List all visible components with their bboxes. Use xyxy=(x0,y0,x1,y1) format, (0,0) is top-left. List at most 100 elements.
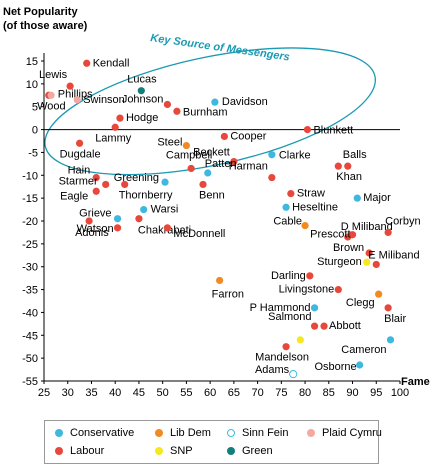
data-point xyxy=(111,123,119,131)
point-label: Eagle xyxy=(60,190,88,202)
x-tick-label: 85 xyxy=(323,387,335,399)
point-label: Warsi xyxy=(151,204,179,216)
x-tick-label: 40 xyxy=(109,387,121,399)
data-point xyxy=(102,180,110,189)
x-tick-label: 80 xyxy=(299,387,311,399)
y-tick-label: -30 xyxy=(22,262,38,274)
data-point xyxy=(334,285,342,294)
x-tick-label: 25 xyxy=(38,387,50,399)
point-label: Adonis xyxy=(75,227,109,239)
x-tick-label: 30 xyxy=(62,387,74,399)
point-label: Johnson xyxy=(122,93,164,105)
point-label: Chakrabati xyxy=(138,225,191,237)
data-point xyxy=(287,189,295,198)
data-point xyxy=(282,343,290,351)
data-point xyxy=(173,107,181,115)
legend-marker xyxy=(307,429,315,437)
legend-item: Sinn Fein xyxy=(227,427,288,439)
data-point xyxy=(363,258,371,266)
legend-label: Plaid Cymru xyxy=(322,427,382,439)
data-point xyxy=(310,304,319,312)
legend-label: Sinn Fein xyxy=(242,427,289,439)
point-label: Thornberry xyxy=(119,189,173,201)
point-label: Mandelson xyxy=(255,352,309,364)
point-label: Balls xyxy=(343,149,367,161)
data-point xyxy=(282,203,290,211)
legend-marker xyxy=(155,447,163,455)
data-point xyxy=(73,96,81,104)
data-point xyxy=(289,370,298,379)
y-tick-label: -5 xyxy=(28,147,38,159)
data-point xyxy=(372,260,380,269)
y-tick-label: -10 xyxy=(22,170,38,182)
point-label: Clegg xyxy=(346,297,375,309)
point-label: Hodge xyxy=(126,112,158,124)
legend-item: Conservative xyxy=(55,427,134,439)
point-label: Burnham xyxy=(183,106,228,118)
data-point xyxy=(303,125,312,134)
point-label: Lucas xyxy=(127,74,157,86)
data-point xyxy=(211,98,219,106)
data-point xyxy=(306,272,314,280)
point-label: Harman xyxy=(229,161,268,173)
point-label: Adams xyxy=(255,364,290,376)
data-point xyxy=(268,151,276,159)
y-tick-label: 5 xyxy=(32,102,38,114)
data-point xyxy=(83,59,91,67)
data-point xyxy=(182,141,190,150)
point-label: Major xyxy=(363,192,391,204)
data-point xyxy=(365,249,373,257)
point-label: Cable xyxy=(273,216,302,228)
legend-item: Lib Dem xyxy=(155,427,211,439)
y-tick-label: 10 xyxy=(26,79,38,91)
legend-marker xyxy=(227,447,235,455)
data-point xyxy=(66,82,74,90)
y-tick-label: -15 xyxy=(22,193,38,205)
point-label: Brown xyxy=(333,242,364,254)
y-axis-subtitle: (of those aware) xyxy=(3,20,88,32)
point-label: Khan xyxy=(336,171,362,183)
data-point xyxy=(85,217,93,225)
y-tick-label: -25 xyxy=(22,239,38,251)
legend: Conservative Lib Dem Sinn Fein Plaid Cymru L… xyxy=(44,420,382,464)
data-point xyxy=(113,215,122,223)
point-label: Osborne xyxy=(314,361,356,373)
point-label: Lewis xyxy=(39,69,68,81)
y-axis-title: Net Popularity xyxy=(3,6,78,18)
legend-marker xyxy=(155,429,163,437)
y-tick-label: -55 xyxy=(22,376,38,388)
point-label: Greening xyxy=(114,172,159,184)
point-label: Steel xyxy=(157,137,182,149)
data-point xyxy=(121,180,129,189)
data-point xyxy=(113,224,122,232)
point-label: Patten xyxy=(205,158,237,170)
point-label: Sturgeon xyxy=(317,256,362,268)
x-tick-label: 60 xyxy=(204,387,216,399)
data-point xyxy=(47,91,55,99)
point-label: Prescott xyxy=(310,229,350,241)
point-label: Farron xyxy=(212,288,244,300)
data-point xyxy=(163,100,172,109)
point-label: Abbott xyxy=(329,320,361,332)
y-tick-label: 0 xyxy=(32,125,38,137)
data-point xyxy=(116,114,124,122)
point-label: Wood xyxy=(37,100,66,112)
data-point xyxy=(334,162,342,170)
data-point xyxy=(353,194,361,202)
key-source-ellipse xyxy=(44,47,376,176)
point-label: Campbell xyxy=(166,149,212,161)
point-label: Watson xyxy=(77,223,114,235)
point-label: Dugdale xyxy=(60,148,101,160)
point-label: Livingstone xyxy=(279,284,335,296)
annotation-label: Key Source of Messengers xyxy=(150,32,291,63)
data-point xyxy=(310,322,319,330)
legend-marker xyxy=(227,429,235,437)
point-label: Blair xyxy=(384,313,406,325)
point-label: Corbyn xyxy=(385,215,420,227)
data-point xyxy=(384,304,392,312)
legend-marker xyxy=(55,447,63,455)
y-tick-label: -45 xyxy=(22,330,38,342)
legend-label: Labour xyxy=(70,445,105,457)
point-label: Salmond xyxy=(268,311,311,323)
data-point xyxy=(199,180,207,189)
